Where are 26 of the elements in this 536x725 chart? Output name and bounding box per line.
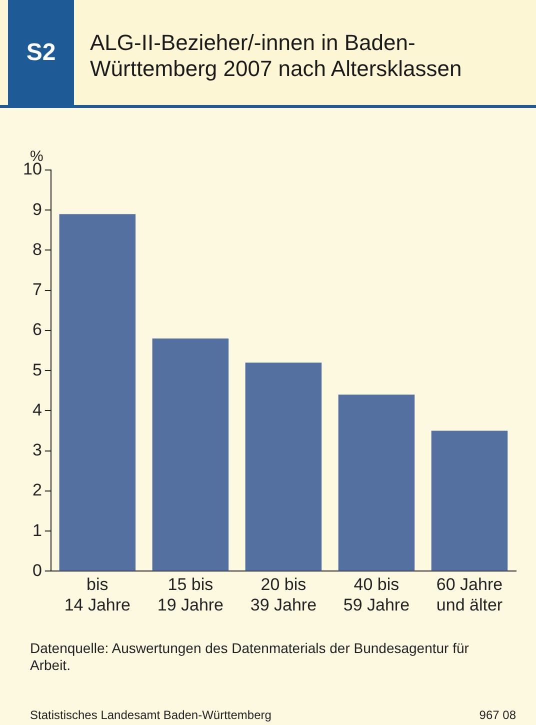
bar: [245, 362, 322, 571]
y-tick-label: 10: [22, 160, 42, 179]
bar: [59, 214, 136, 571]
text: 967 08: [479, 708, 516, 722]
x-tick-label: 20 bis 39 Jahre: [250, 575, 317, 614]
bar: [338, 394, 415, 571]
y-tick-label: 7: [32, 280, 42, 300]
text: S2: [8, 0, 74, 105]
bar: [431, 430, 508, 571]
y-tick-label: 6: [32, 320, 42, 340]
y-tick-label: 3: [32, 440, 42, 460]
chart-title: ALG-II-Bezieher/-innen in Baden-Württemberg 2007 nach Altersklassen: [90, 30, 463, 82]
text: Datenquelle: Auswertungen des Datenmaterials der Bundesagentur für Arbeit.: [30, 640, 470, 674]
y-tick-label: 1: [32, 520, 42, 540]
x-tick-label: 40 bis 59 Jahre: [343, 575, 410, 614]
y-tick-label: 5: [32, 360, 42, 380]
x-tick-label: 60 Jahre und älter: [436, 575, 503, 614]
y-tick-label: 8: [32, 240, 42, 259]
y-tick-label: 4: [32, 400, 42, 420]
y-tick-label: 2: [32, 480, 42, 500]
x-tick-label: 15 bis 19 Jahre: [157, 575, 224, 614]
y-tick-label: 0: [32, 560, 42, 580]
bar: [152, 338, 229, 571]
y-tick-label: 9: [32, 200, 42, 219]
x-tick-label: bis 14 Jahre: [64, 575, 131, 614]
text: Statistisches Landesamt Baden-Württemberg: [30, 708, 272, 722]
